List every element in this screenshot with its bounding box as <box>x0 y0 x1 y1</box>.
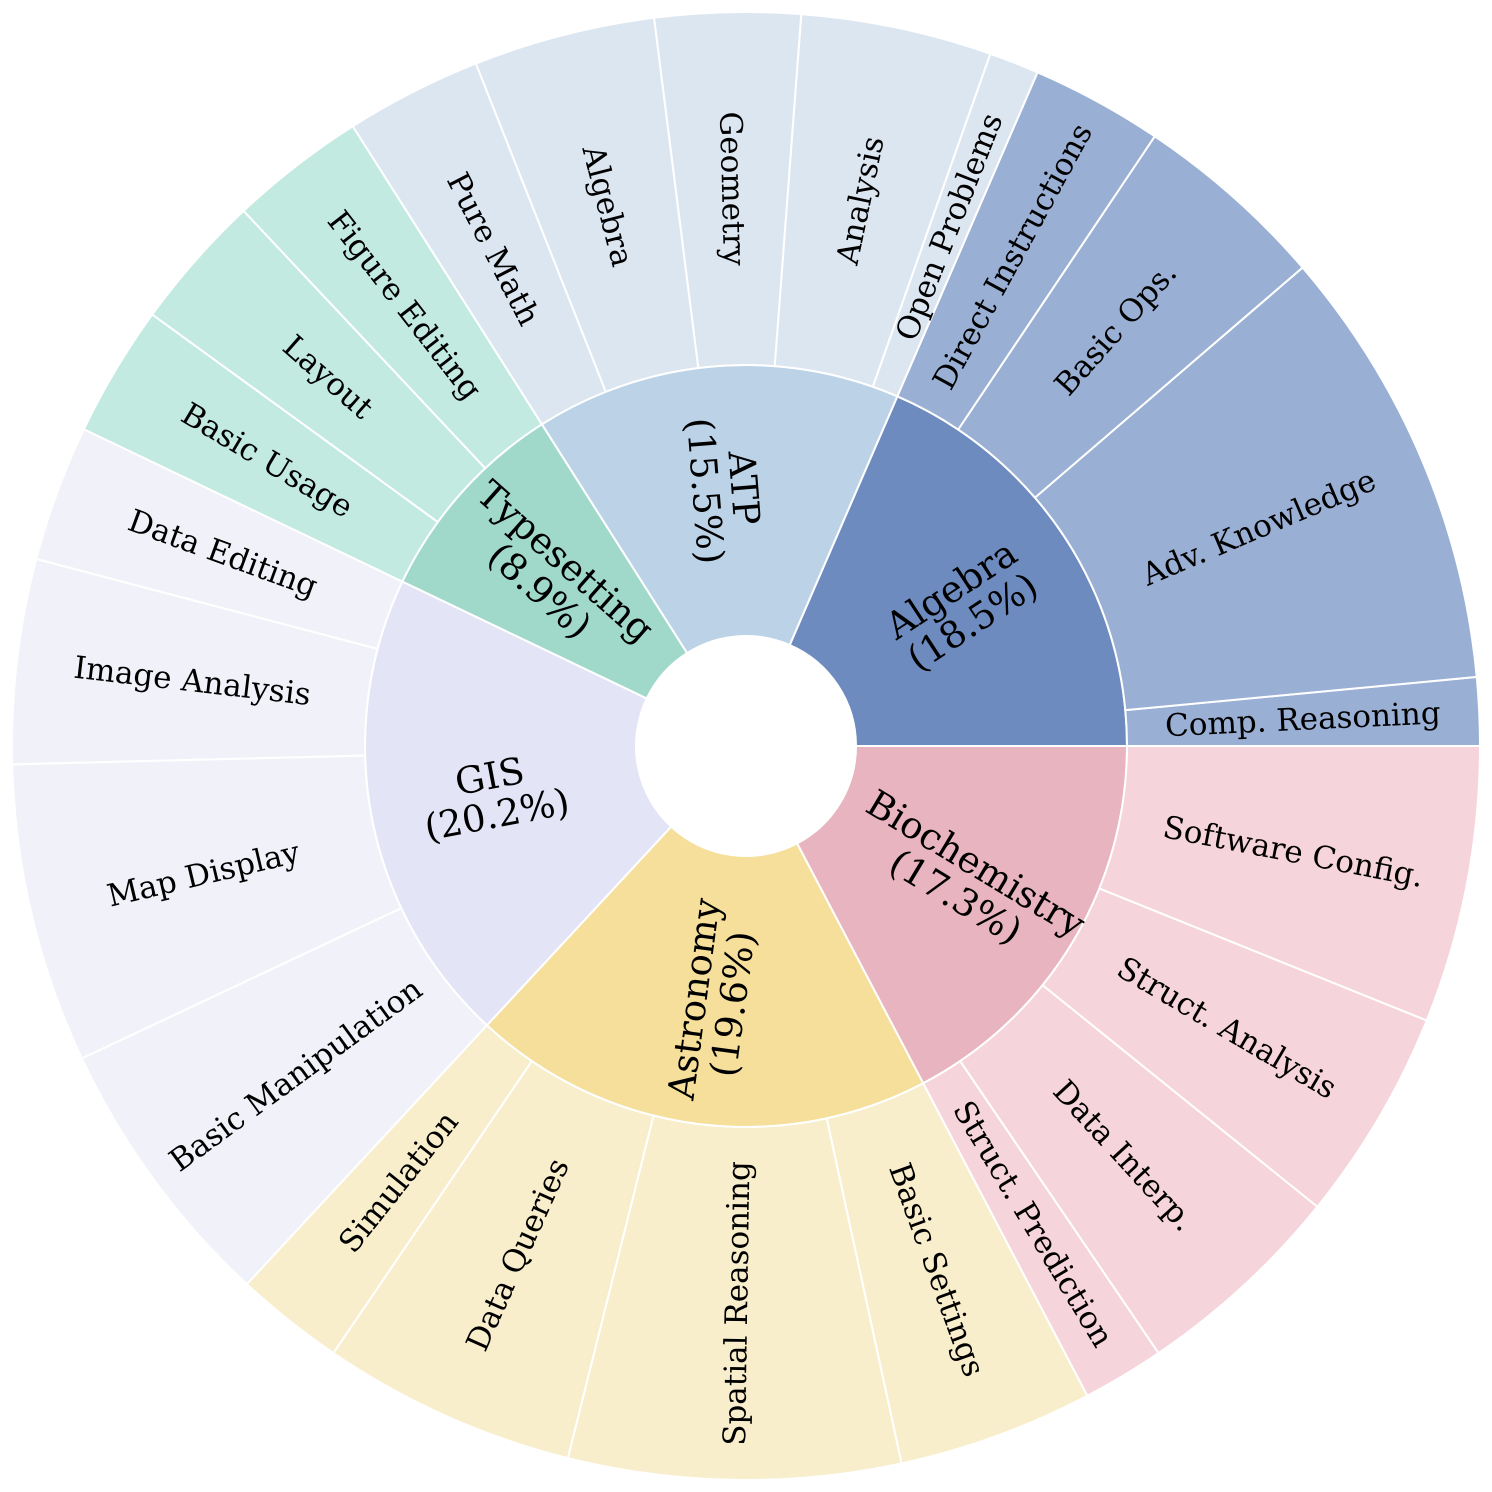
outer-label-astronomy-spatial-reasoning: Spatial Reasoning <box>717 1161 757 1446</box>
outer-segment-biochemistry-software-config <box>1098 745 1482 1022</box>
segments-layer <box>11 11 1482 1481</box>
inner-label-atp: ATP(15.5%) <box>678 413 771 565</box>
outer-label-atp-geometry: Geometry <box>712 111 752 267</box>
outer-segment-algebra-adv-knowledge <box>1033 266 1478 712</box>
category-name: ATP <box>719 448 768 526</box>
